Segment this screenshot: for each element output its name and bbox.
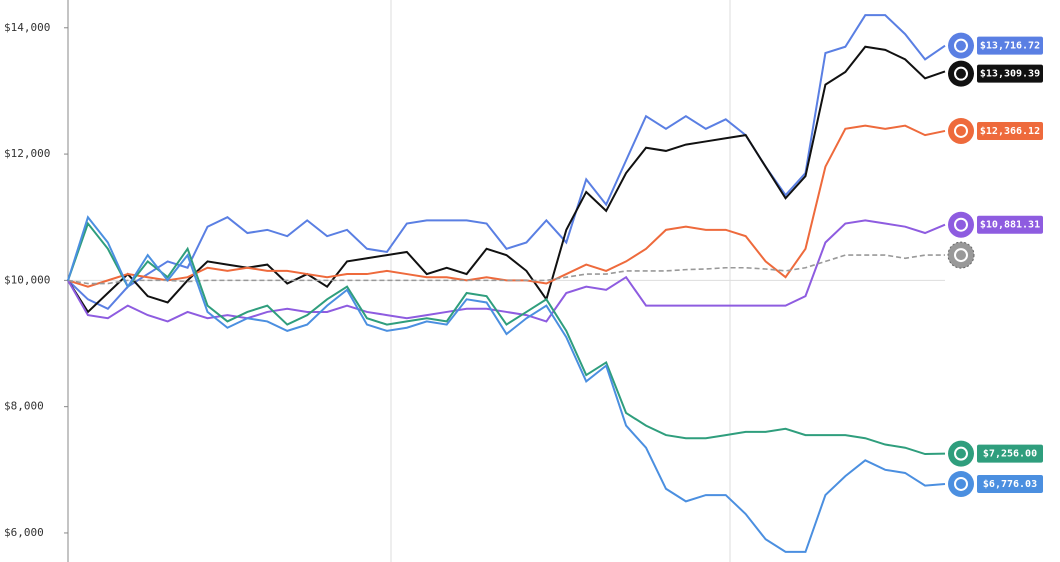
- y-tick-label: $6,000: [4, 526, 44, 539]
- value-label: $6,776.03: [983, 479, 1037, 490]
- value-label: $13,716.72: [980, 41, 1040, 52]
- icon-glyph: [954, 123, 968, 138]
- value-label-bg: [977, 444, 1043, 463]
- series-icon: [948, 440, 974, 467]
- y-tick-label: $14,000: [4, 21, 50, 34]
- series-icon: [948, 32, 974, 59]
- value-label: $10,881.31: [980, 220, 1040, 231]
- y-tick-label: $10,000: [4, 273, 50, 286]
- value-label-bg: [977, 64, 1043, 83]
- line: [67, 14, 946, 311]
- series-icon: [947, 241, 975, 269]
- line: [67, 221, 946, 456]
- line: [67, 45, 946, 314]
- value-label-bg: [977, 36, 1043, 55]
- line: [67, 215, 946, 553]
- value-label: $7,256.00: [983, 449, 1037, 460]
- icon-glyph: [954, 217, 968, 232]
- series-icon: [948, 211, 974, 238]
- line: [67, 124, 946, 288]
- y-tick-label: $8,000: [4, 400, 44, 413]
- icon-glyph: [954, 446, 968, 461]
- value-label: $12,366.12: [980, 126, 1040, 137]
- icon-glyph: [954, 248, 968, 263]
- icon-glyph: [954, 476, 968, 491]
- value-label-bg: [977, 474, 1043, 493]
- value-label-bg: [977, 121, 1043, 140]
- series-icon: [948, 117, 974, 144]
- value-label-bg: [977, 215, 1043, 234]
- series-icon: [948, 60, 974, 87]
- value-label: $13,309.39: [980, 69, 1040, 80]
- icon-glyph: [954, 66, 968, 81]
- series-icon: [948, 470, 974, 497]
- icon-glyph: [954, 38, 968, 53]
- line: [67, 254, 945, 285]
- y-tick-label: $12,000: [4, 147, 50, 160]
